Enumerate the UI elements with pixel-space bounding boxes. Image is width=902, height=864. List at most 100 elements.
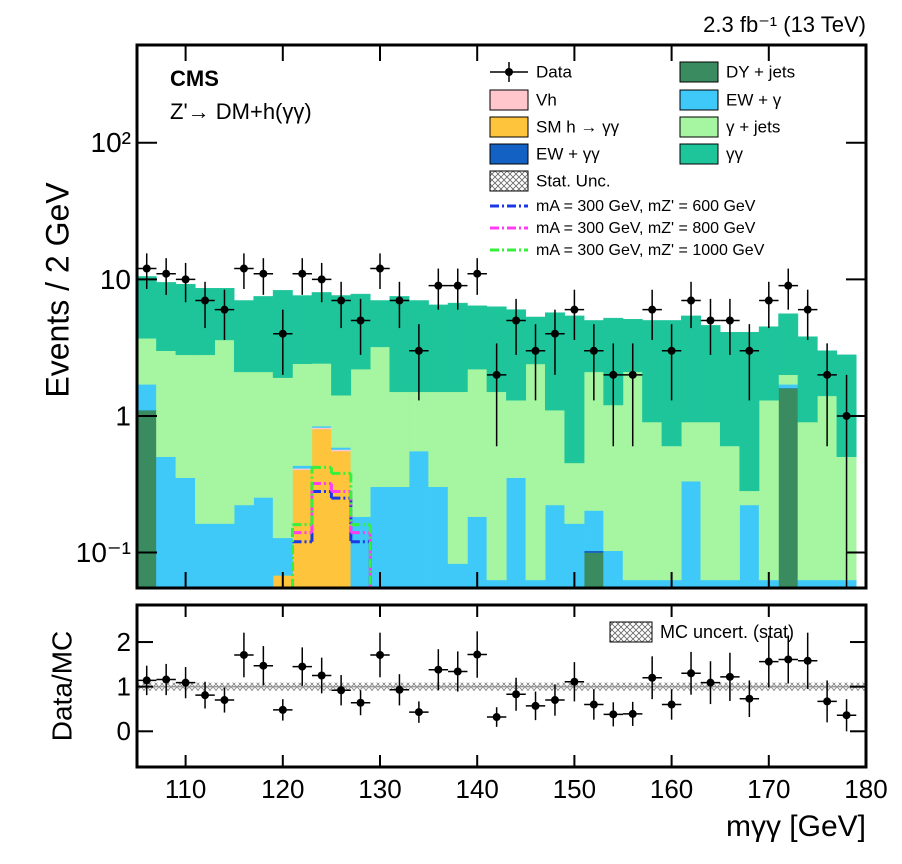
legend-label: mA = 300 GeV, mZ' = 600 GeV bbox=[536, 198, 756, 215]
data-point bbox=[317, 275, 326, 284]
ratio-point bbox=[395, 685, 404, 694]
legend-label: Stat. Unc. bbox=[536, 171, 611, 190]
data-point bbox=[356, 316, 365, 325]
stack-bar bbox=[331, 447, 352, 450]
stack-bar bbox=[837, 598, 856, 761]
legend-label: DY + jets bbox=[726, 62, 795, 81]
legend-swatch bbox=[489, 116, 529, 138]
ratio-point bbox=[239, 650, 248, 659]
data-point bbox=[259, 269, 268, 278]
stack-bar bbox=[233, 504, 254, 588]
x-tick-label: 110 bbox=[165, 774, 206, 804]
ratio-point bbox=[628, 709, 637, 718]
data-point bbox=[162, 269, 171, 278]
stack-bar bbox=[137, 338, 157, 385]
ratio-point bbox=[609, 710, 618, 719]
stack-bar bbox=[700, 421, 721, 581]
data-point bbox=[239, 264, 248, 273]
data-point bbox=[142, 264, 151, 273]
stack-bar bbox=[389, 486, 410, 588]
ratio-y-axis-label: Data/MC bbox=[46, 631, 77, 741]
data-point bbox=[609, 370, 618, 379]
stack-bar bbox=[350, 516, 371, 588]
ratio-point bbox=[492, 713, 501, 722]
data-point bbox=[745, 346, 754, 355]
stack-bar bbox=[215, 598, 234, 761]
stack-bar bbox=[719, 445, 740, 581]
ratio-plot bbox=[137, 631, 866, 732]
data-point bbox=[337, 296, 346, 305]
ratio-point bbox=[259, 661, 268, 670]
data-point bbox=[706, 316, 715, 325]
ratio-point bbox=[745, 694, 754, 703]
stack-bar bbox=[739, 490, 760, 506]
y-tick-label: 1 bbox=[115, 400, 131, 431]
stack-bar bbox=[195, 598, 214, 761]
x-tick-label: 180 bbox=[844, 774, 887, 804]
stack-bar bbox=[311, 428, 332, 588]
data-point bbox=[181, 275, 190, 284]
stack-bar bbox=[797, 421, 818, 581]
stack-bar bbox=[447, 563, 468, 588]
stack-bar bbox=[467, 305, 488, 370]
stack-bar bbox=[331, 394, 352, 448]
stack-bar bbox=[370, 598, 389, 761]
stack-bar bbox=[603, 550, 624, 588]
data-point bbox=[220, 305, 229, 314]
stack-bar bbox=[428, 486, 449, 588]
stack-bar bbox=[583, 550, 604, 553]
experiment-label: CMS bbox=[170, 66, 219, 91]
stack-bar bbox=[681, 480, 702, 588]
stack-bar bbox=[311, 363, 332, 427]
stack-bar bbox=[273, 598, 292, 761]
data-point bbox=[784, 281, 793, 290]
stack-bar bbox=[817, 598, 836, 761]
ratio-point bbox=[842, 711, 851, 720]
stack-bar bbox=[739, 504, 760, 588]
stack-bar bbox=[292, 363, 313, 466]
stack-bar bbox=[408, 450, 429, 588]
y-axis-label: Events / 2 GeV bbox=[39, 182, 75, 398]
ratio-point bbox=[434, 665, 443, 674]
ratio-point bbox=[337, 686, 346, 695]
stack-bar bbox=[681, 315, 702, 423]
ratio-point bbox=[667, 700, 676, 709]
ratio-point bbox=[589, 700, 598, 709]
ratio-y-tick-label: 2 bbox=[117, 627, 131, 657]
stack-bar bbox=[233, 371, 254, 506]
ratio-point bbox=[570, 677, 579, 686]
stack-bar bbox=[253, 296, 274, 373]
legend-swatch bbox=[489, 170, 529, 192]
ratio-point bbox=[376, 650, 384, 659]
x-tick-label: 150 bbox=[553, 774, 596, 804]
data-point bbox=[570, 305, 579, 314]
stack-bar bbox=[253, 497, 274, 588]
stack-bar bbox=[545, 598, 564, 761]
data-point bbox=[414, 346, 423, 355]
legend-swatch bbox=[489, 143, 529, 165]
stack-bar bbox=[526, 598, 545, 761]
legend-label: EW + γγ bbox=[536, 144, 600, 163]
legend-label: mA = 300 GeV, mZ' = 1000 GeV bbox=[536, 242, 765, 259]
data-point bbox=[376, 264, 384, 273]
main-frame bbox=[135, 43, 868, 590]
stack-bar bbox=[409, 598, 428, 761]
stack-bar bbox=[233, 300, 254, 373]
stack-bar bbox=[544, 409, 565, 506]
stack-bar bbox=[253, 371, 274, 498]
data-point bbox=[298, 269, 307, 278]
x-tick-label: 120 bbox=[261, 774, 304, 804]
data-point bbox=[473, 269, 482, 278]
ratio-point bbox=[823, 697, 832, 706]
y-tick-label: 10² bbox=[91, 127, 131, 158]
stack-bar bbox=[506, 477, 527, 588]
data-point bbox=[803, 305, 812, 314]
stack-bar bbox=[156, 350, 177, 457]
stack-bar bbox=[350, 368, 371, 517]
stack-bar bbox=[175, 354, 196, 478]
data-point bbox=[395, 296, 404, 305]
data-point bbox=[725, 316, 734, 325]
ratio-point bbox=[278, 705, 287, 714]
data-point bbox=[667, 346, 676, 355]
